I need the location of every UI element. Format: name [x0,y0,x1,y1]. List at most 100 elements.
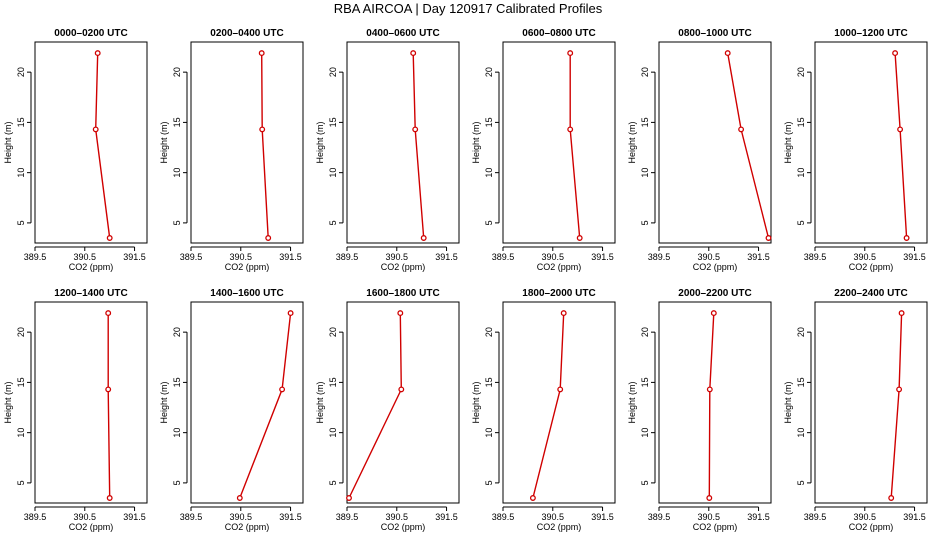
panel-title: 2200–2400 UTC [834,288,907,299]
y-tick-label: 20 [484,67,494,77]
y-tick-label: 15 [796,377,806,387]
x-axis-label: CO2 (ppm) [381,262,426,272]
y-tick-label: 20 [172,67,182,77]
x-tick-label: 390.5 [74,252,97,262]
y-tick-label: 10 [16,168,26,178]
panel-title: 0000–0200 UTC [54,28,127,39]
profile-line [412,53,425,239]
y-tick-label: 15 [172,117,182,127]
plot-frame [346,41,460,244]
plot-frame [346,301,460,504]
x-tick-label: 391.5 [123,512,146,522]
data-point [576,235,583,241]
x-tick-label: 390.5 [854,252,877,262]
x-tick-label: 390.5 [230,252,253,262]
data-point [710,310,717,317]
x-tick-label: 389.5 [804,252,827,262]
data-point [412,126,419,133]
y-tick-label: 5 [172,220,182,225]
y-axis-label: Height (m) [471,121,481,163]
data-point [557,386,564,393]
panel-5: 0800–1000 UTC 389.5 390.5 391.5 CO2 (ppm) 5 10… [627,28,772,272]
x-tick-label: 390.5 [74,512,97,522]
x-axis-label: CO2 (ppm) [693,262,738,272]
panel-8: 1400–1600 UTC 389.5 390.5 391.5 CO2 (ppm) 5 10… [159,288,304,532]
data-point [92,126,99,133]
data-point [724,50,731,57]
x-tick-label: 390.5 [698,512,721,522]
panel-3: 0400–0600 UTC 389.5 390.5 391.5 CO2 (ppm) 5 10… [315,28,460,272]
x-tick-label: 389.5 [180,252,203,262]
y-tick-label: 10 [640,428,650,438]
x-tick-label: 389.5 [24,252,47,262]
data-point [892,50,899,57]
y-axis-label: Height (m) [315,121,325,163]
panel-7: 1200–1400 UTC 389.5 390.5 391.5 CO2 (ppm) 5 10… [3,288,148,532]
plot-frame [502,41,616,244]
profile-line [532,313,565,499]
y-tick-label: 5 [16,480,26,485]
panel-title: 1400–1600 UTC [210,288,283,299]
y-axis-label: Height (m) [627,381,637,423]
data-point [420,235,427,241]
x-tick-label: 391.5 [591,512,614,522]
y-tick-label: 20 [640,327,650,337]
y-tick-label: 20 [328,67,338,77]
x-tick-label: 390.5 [386,512,409,522]
x-tick-label: 390.5 [698,252,721,262]
profile-line [894,53,908,239]
y-tick-label: 15 [328,377,338,387]
panel-12: 2200–2400 UTC 389.5 390.5 391.5 CO2 (ppm) 5 10… [783,288,928,532]
x-tick-label: 390.5 [542,512,565,522]
y-tick-label: 15 [16,117,26,127]
y-tick-label: 10 [796,168,806,178]
panel-title: 1000–1200 UTC [834,28,907,39]
y-tick-label: 5 [796,220,806,225]
data-point [888,495,895,501]
y-tick-label: 10 [796,428,806,438]
y-axis-label: Height (m) [471,381,481,423]
y-tick-label: 5 [328,480,338,485]
x-axis-label: CO2 (ppm) [693,522,738,532]
y-tick-label: 10 [484,428,494,438]
data-point [287,310,294,317]
x-axis-label: CO2 (ppm) [225,262,270,272]
x-tick-label: 389.5 [24,512,47,522]
profile-line [708,313,715,499]
x-tick-label: 390.5 [386,252,409,262]
plot-frame [814,301,928,504]
data-point [346,495,352,501]
plot-frame [658,41,772,244]
y-tick-label: 20 [484,327,494,337]
x-tick-label: 389.5 [492,252,515,262]
x-tick-label: 389.5 [336,252,359,262]
x-tick-label: 389.5 [648,252,671,262]
x-tick-label: 391.5 [747,252,770,262]
y-tick-label: 5 [640,480,650,485]
profile-line [239,313,292,499]
x-tick-label: 389.5 [180,512,203,522]
data-point [259,126,266,133]
y-tick-label: 15 [172,377,182,387]
y-tick-label: 10 [172,428,182,438]
data-point [398,386,405,393]
x-tick-label: 390.5 [854,512,877,522]
data-point [105,386,112,393]
panel-title: 1600–1800 UTC [366,288,439,299]
x-axis-label: CO2 (ppm) [69,522,114,532]
profile-line [94,53,111,239]
data-point [279,386,286,393]
x-tick-label: 391.5 [903,512,926,522]
y-tick-label: 5 [640,220,650,225]
data-point [265,235,272,241]
data-point [897,126,904,133]
data-point [706,495,713,501]
x-tick-label: 389.5 [648,512,671,522]
y-axis-label: Height (m) [3,381,13,423]
profile-line [261,53,269,239]
figure-title: RBA AIRCOA | Day 120917 Calibrated Profi… [334,1,603,16]
plot-frame [190,41,304,244]
y-tick-label: 5 [484,220,494,225]
plot-frame [190,301,304,504]
